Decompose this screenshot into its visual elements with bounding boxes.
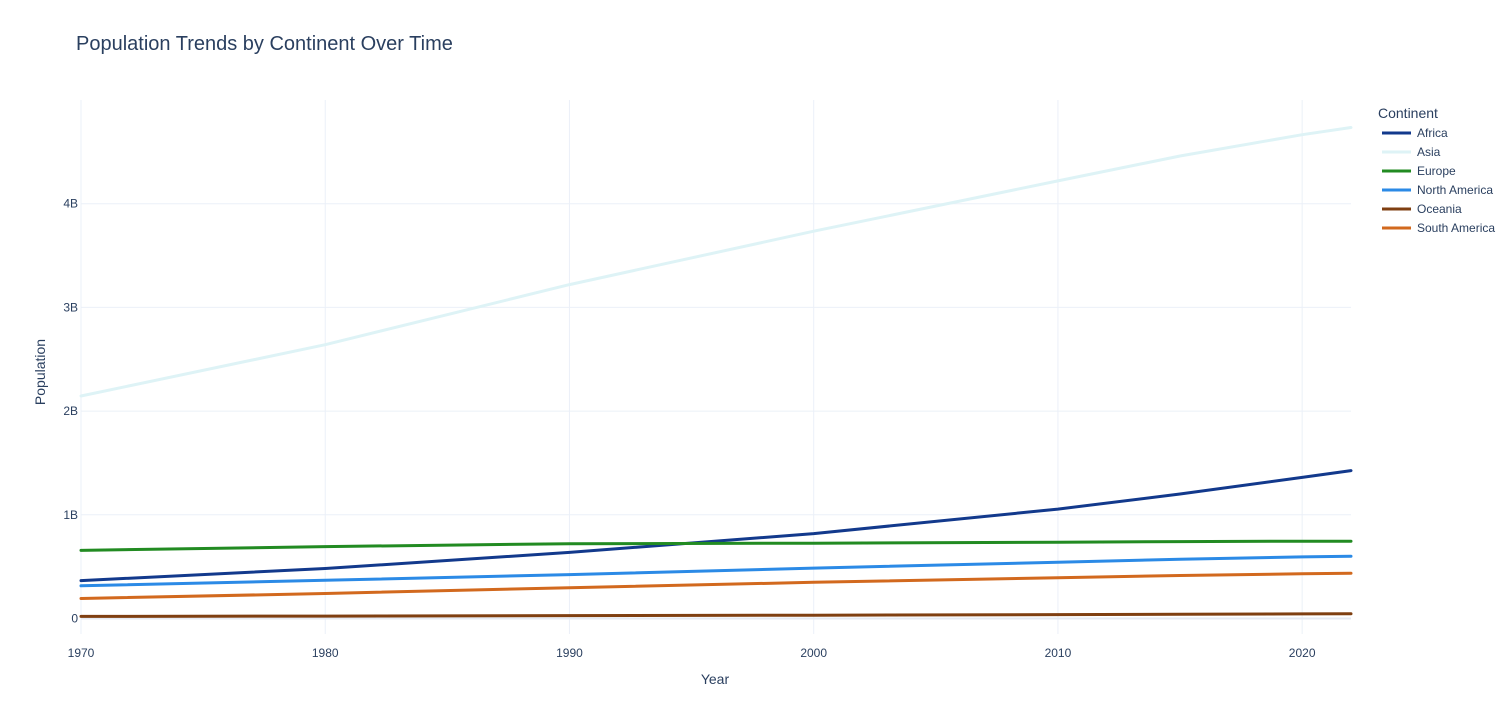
legend-item-south-america[interactable]: South America: [1382, 221, 1495, 235]
legend-label: Africa: [1417, 126, 1448, 140]
legend-label: Europe: [1417, 164, 1456, 178]
axis-ticks: 1970 1980 1990 2000 2010 2020 0 1B 2B 3B 4B: [63, 197, 1316, 660]
legend-title: Continent: [1378, 105, 1438, 121]
series-line-oceania[interactable]: [79, 612, 1353, 618]
legend-item-africa[interactable]: Africa: [1382, 126, 1448, 140]
series-line-north-america[interactable]: [79, 554, 1353, 588]
y-tick-label: 2B: [63, 404, 78, 418]
legend-item-asia[interactable]: Asia: [1382, 145, 1441, 159]
y-tick-label: 1B: [63, 508, 78, 522]
legend-item-europe[interactable]: Europe: [1382, 164, 1456, 178]
x-tick-label: 1990: [556, 646, 583, 660]
y-axis-title: Population: [32, 339, 48, 405]
y-tick-label: 3B: [63, 300, 78, 314]
y-tick-label: 0: [71, 611, 78, 625]
x-tick-label: 1970: [68, 646, 95, 660]
series-line-europe[interactable]: [79, 539, 1353, 552]
series-lines: [79, 126, 1353, 618]
legend[interactable]: Continent Africa Asia Europe North America O…: [1378, 105, 1495, 235]
chart-title: Population Trends by Continent Over Time: [76, 33, 453, 55]
legend-label: South America: [1417, 221, 1495, 235]
legend-label: North America: [1417, 183, 1493, 197]
legend-item-oceania[interactable]: Oceania: [1382, 202, 1462, 216]
series-line-south-america[interactable]: [79, 571, 1353, 600]
x-tick-label: 2020: [1289, 646, 1316, 660]
legend-label: Oceania: [1417, 202, 1462, 216]
x-tick-label: 2010: [1045, 646, 1072, 660]
grid: [80, 100, 1351, 634]
series-line-asia[interactable]: [79, 126, 1353, 398]
legend-label: Asia: [1417, 145, 1441, 159]
legend-item-north-america[interactable]: North America: [1382, 183, 1493, 197]
x-axis-title: Year: [701, 671, 730, 687]
x-tick-label: 2000: [800, 646, 827, 660]
series-line-africa[interactable]: [79, 469, 1353, 583]
y-tick-label: 4B: [63, 197, 78, 211]
x-tick-label: 1980: [312, 646, 339, 660]
